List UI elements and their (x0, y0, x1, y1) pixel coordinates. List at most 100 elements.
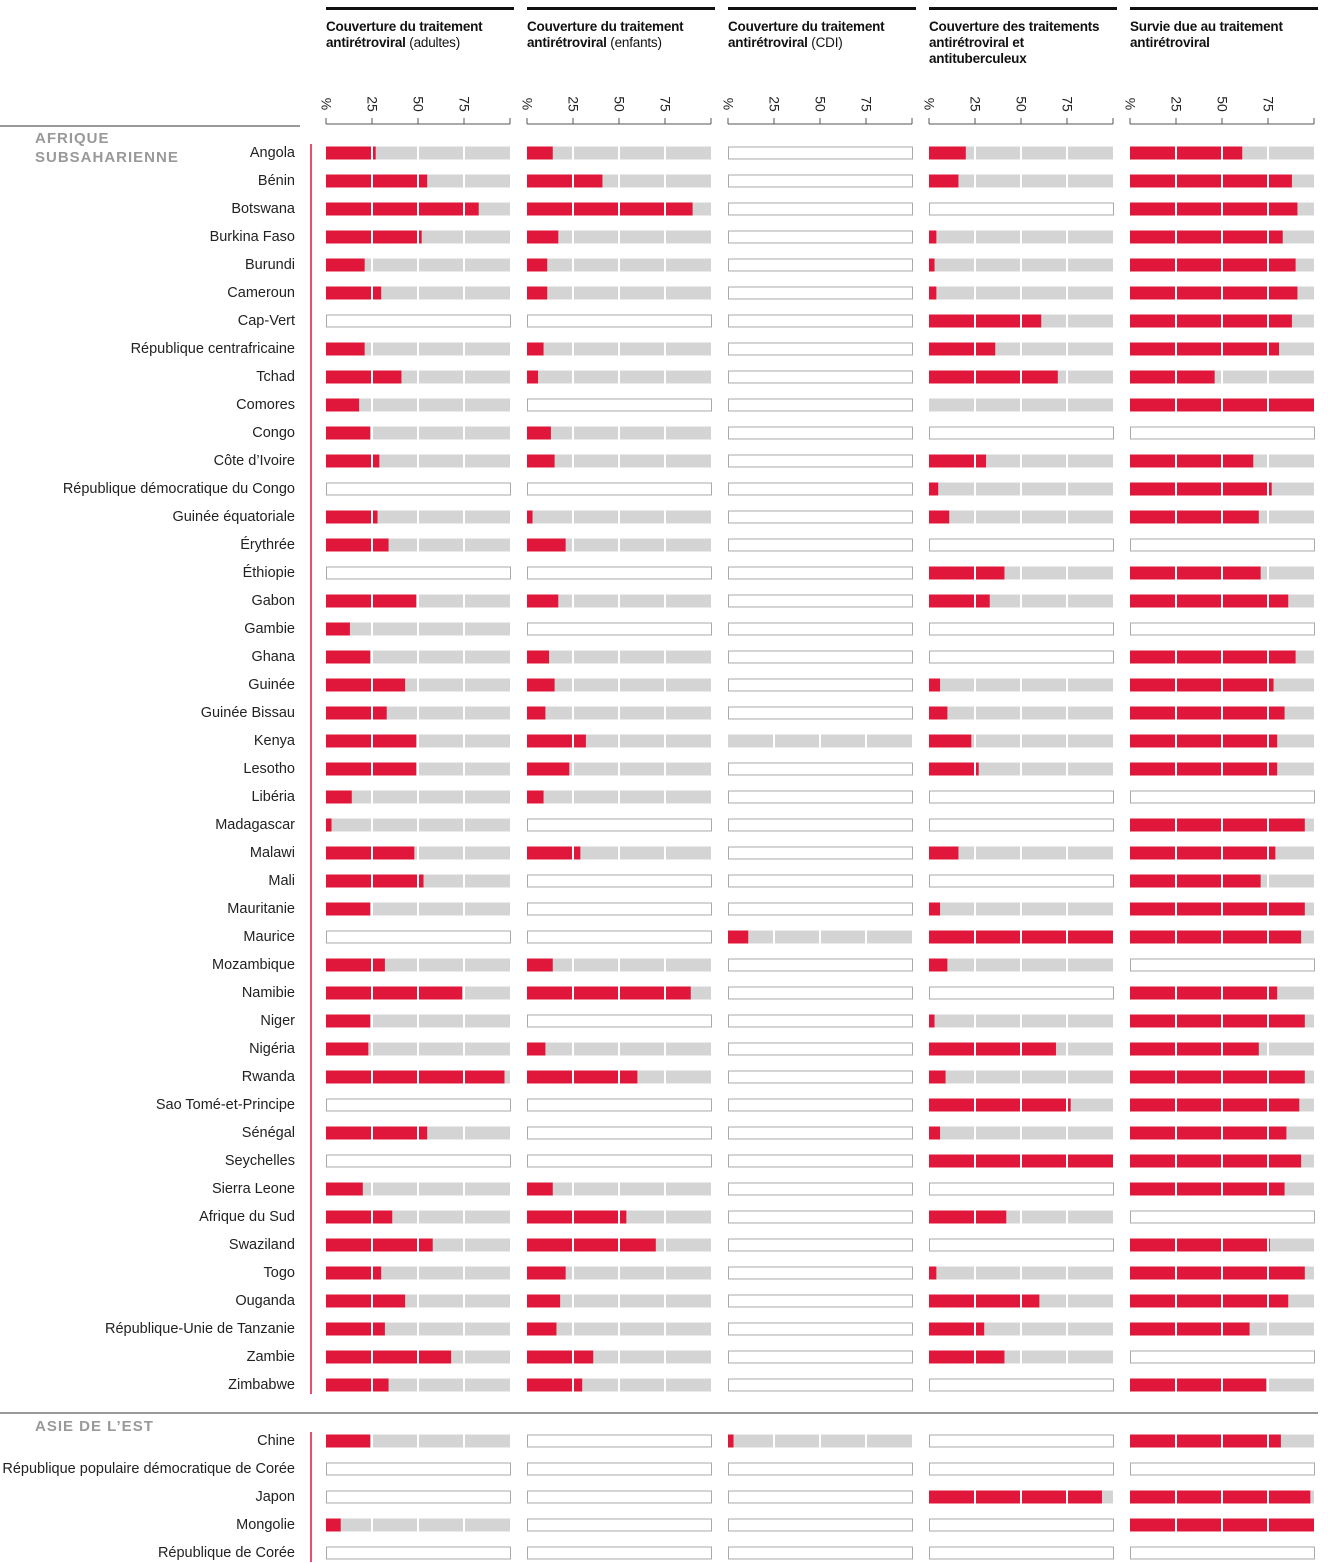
category-label: Ouganda (235, 1293, 296, 1309)
no-data-box (1130, 1462, 1315, 1476)
no-data-box (728, 314, 913, 328)
bar (527, 734, 586, 748)
no-data-box (728, 426, 913, 440)
bar (326, 790, 352, 804)
no-data-box (527, 1518, 712, 1532)
bar (1130, 818, 1305, 832)
category-label: Sao Tomé-et-Principe (156, 1097, 295, 1113)
x-tick-label: 75 (858, 96, 874, 112)
category-label: Zimbabwe (228, 1377, 295, 1393)
no-data-box (728, 230, 913, 244)
no-data-box (527, 482, 712, 496)
no-data-box (1130, 1546, 1315, 1560)
bar (929, 734, 972, 748)
x-tick-label: 75 (657, 96, 673, 112)
no-data-box (728, 1126, 913, 1140)
bar (326, 258, 365, 272)
category-label: Afrique du Sud (199, 1209, 295, 1225)
bar (326, 426, 371, 440)
no-data-box (728, 258, 913, 272)
bar (527, 1322, 557, 1336)
bar (527, 1294, 561, 1308)
category-label: Gambie (244, 621, 295, 637)
header-rule (527, 7, 715, 10)
bar (1130, 174, 1292, 188)
x-tick-label: 25 (364, 96, 380, 112)
bar (527, 202, 693, 216)
x-tick-label: 25 (766, 96, 782, 112)
header-rule (326, 7, 514, 10)
x-tick-label: 75 (1059, 96, 1075, 112)
category-label: Kenya (254, 733, 296, 749)
no-data-box (929, 1238, 1114, 1252)
category-label: Mauritanie (227, 901, 295, 917)
category-label: Seychelles (225, 1153, 295, 1169)
series-qualifier: (adultes) (409, 35, 461, 50)
bar (527, 426, 551, 440)
no-data-box (527, 902, 712, 916)
bar (1130, 762, 1278, 776)
bar (527, 706, 546, 720)
category-label: Cap-Vert (238, 313, 295, 329)
no-data-box (929, 426, 1114, 440)
no-data-box (728, 594, 913, 608)
no-data-box (527, 818, 712, 832)
bar (326, 1042, 369, 1056)
bar (326, 958, 385, 972)
no-data-box (728, 1210, 913, 1224)
no-data-box (728, 1378, 913, 1392)
bar (1130, 1014, 1305, 1028)
bar (728, 1434, 734, 1448)
no-data-box (728, 1546, 913, 1560)
category-label: Burundi (245, 257, 295, 273)
series-header: Survie due au traitement antirétroviral (1130, 19, 1318, 51)
no-data-box (1130, 622, 1315, 636)
bar (1130, 1154, 1302, 1168)
category-label: Sénégal (242, 1125, 295, 1141)
category-label: Éthiopie (243, 564, 295, 581)
no-data-box (326, 1098, 511, 1112)
no-data-box (728, 482, 913, 496)
no-data-box (929, 1182, 1114, 1196)
no-data-box (728, 510, 913, 524)
bar (929, 342, 996, 356)
category-label: Mali (268, 873, 295, 889)
no-data-box (728, 622, 913, 636)
group-label: AFRIQUE SUBSAHARIENNE (35, 130, 179, 166)
no-data-box (728, 1462, 913, 1476)
category-label: Togo (264, 1265, 295, 1281)
no-data-box (527, 314, 712, 328)
no-data-box (527, 1014, 712, 1028)
bar (1130, 1070, 1305, 1084)
bar (1130, 1294, 1289, 1308)
bar (326, 818, 332, 832)
bar (929, 706, 948, 720)
bar (326, 874, 424, 888)
bar (326, 1434, 371, 1448)
series-header: Couverture du traitement antirétroviral … (527, 19, 715, 51)
bar (527, 286, 548, 300)
no-data-box (728, 678, 913, 692)
bar (929, 902, 941, 916)
bar (326, 146, 376, 160)
bar (1130, 342, 1280, 356)
category-label: Angola (250, 145, 296, 161)
no-data-box (929, 1434, 1114, 1448)
no-data-box (1130, 790, 1315, 804)
no-data-box (527, 1462, 712, 1476)
no-data-box (728, 398, 913, 412)
category-label: Mozambique (212, 957, 295, 973)
series-header: Couverture des traitements antirétrovira… (929, 19, 1117, 67)
bar (527, 986, 691, 1000)
no-data-box (728, 846, 913, 860)
bar (527, 258, 548, 272)
bar (326, 538, 389, 552)
bar (326, 902, 371, 916)
x-tick-label: 75 (456, 96, 472, 112)
bar (326, 622, 350, 636)
bar (929, 146, 966, 160)
no-data-box (728, 1238, 913, 1252)
bar (929, 370, 1058, 384)
bar (1130, 678, 1274, 692)
